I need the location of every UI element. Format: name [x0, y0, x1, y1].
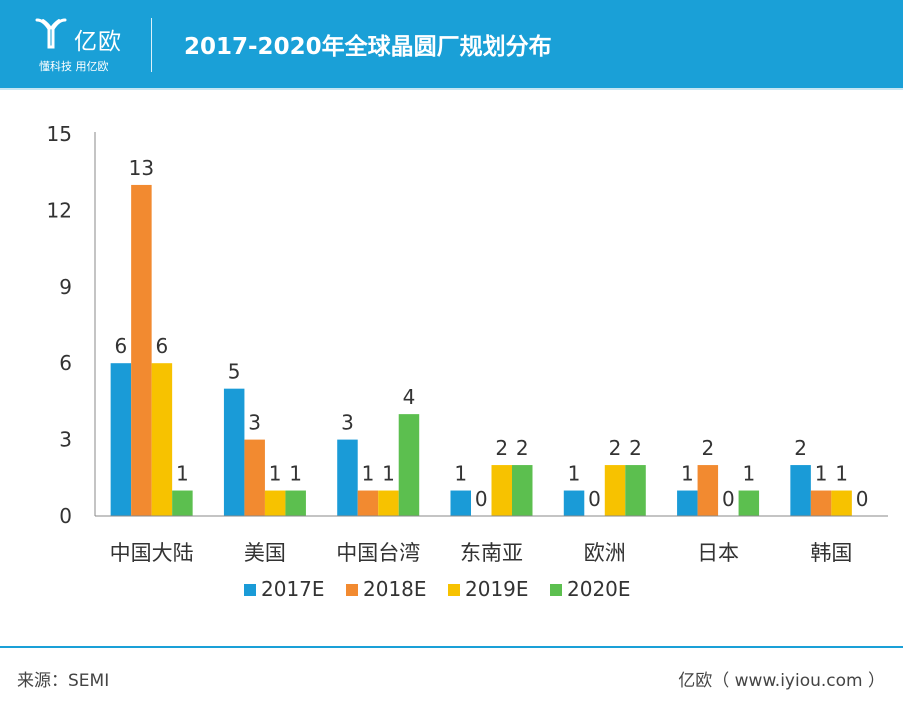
bar-2018e-0 [131, 184, 152, 516]
legend-label: 2020E [567, 577, 631, 601]
legend-label: 2017E [261, 577, 325, 601]
bar-2018e-6 [810, 490, 832, 516]
bar-2019e-6 [831, 490, 852, 516]
data-label: 2 [516, 436, 529, 460]
data-label: 3 [248, 411, 261, 435]
bar-2017e-5 [677, 490, 698, 516]
bar-2017e-3 [450, 490, 471, 516]
x-category-label: 中国台湾 [336, 541, 420, 565]
header-underline [0, 88, 903, 90]
footer-source: 来源：SEMI [17, 671, 110, 691]
bar-2020e-4 [625, 465, 646, 516]
bar-2019e-3 [491, 465, 512, 516]
header-band [0, 0, 903, 88]
y-tick-label: 12 [47, 198, 72, 222]
bar-chart: 0 3 6 9 12 15 6 13 6 1 5 3 1 1 3 1 1 4 1 0 2 2 1 0 2 2 1 2 0 1 2 1 1 0 中… [0, 95, 903, 615]
data-label: 2 [701, 436, 714, 460]
bar-2020e-2 [398, 414, 420, 516]
bar-2020e-0 [172, 490, 193, 516]
logo-name: 亿欧 [74, 29, 122, 55]
bar-2020e-1 [285, 490, 306, 516]
bar-2018e-1 [244, 439, 265, 516]
data-label: 13 [129, 156, 154, 180]
x-category-label: 韩国 [810, 541, 852, 565]
x-axis-category-labels: 中国大陆 美国 中国台湾 东南亚 欧洲 日本 韩国 [110, 541, 853, 565]
legend-swatch [244, 584, 256, 596]
data-label: 2 [794, 436, 807, 460]
data-label: 1 [362, 462, 375, 486]
logo-slogan: 懂科技 用亿欧 [39, 60, 109, 73]
bar-2017e-0 [110, 363, 132, 516]
bar-2017e-1 [223, 388, 245, 516]
x-category-label: 日本 [697, 541, 739, 565]
data-label: 1 [681, 462, 694, 486]
data-label: 2 [609, 436, 622, 460]
data-label: 6 [115, 334, 128, 358]
legend-swatch [550, 584, 562, 596]
legend-swatch [346, 584, 358, 596]
header-divider [151, 18, 152, 72]
y-tick-label: 9 [59, 275, 72, 299]
data-label: 6 [156, 334, 169, 358]
footer-line [0, 646, 903, 648]
x-category-label: 中国大陆 [110, 541, 194, 565]
data-label: 1 [176, 462, 189, 486]
data-label: 1 [269, 462, 282, 486]
x-category-label: 美国 [244, 541, 286, 565]
y-axis-ticks: 0 3 6 9 12 15 [47, 122, 72, 528]
legend-label: 2018E [363, 577, 427, 601]
footer-site: 亿欧（ www.iyiou.com ） [678, 671, 885, 691]
data-label: 4 [403, 385, 416, 409]
header: 亿欧 懂科技 用亿欧 2017-2020年全球晶圆厂规划分布 [0, 0, 903, 90]
bar-2019e-0 [151, 363, 173, 516]
y-tick-label: 15 [47, 122, 72, 146]
y-tick-label: 3 [59, 428, 72, 452]
data-label: 1 [742, 462, 755, 486]
data-label: 2 [629, 436, 642, 460]
data-label: 1 [454, 462, 467, 486]
data-label: 1 [835, 462, 848, 486]
legend-label: 2019E [465, 577, 529, 601]
x-category-label: 东南亚 [460, 541, 523, 565]
data-label: 5 [228, 360, 241, 384]
bar-2018e-5 [697, 465, 719, 516]
legend-swatch [448, 584, 460, 596]
bar-2018e-2 [357, 490, 379, 516]
data-label: 0 [722, 487, 735, 511]
data-label: 1 [815, 462, 828, 486]
bar-2017e-2 [337, 439, 358, 516]
chart-legend: 2017E 2018E 2019E 2020E [244, 577, 631, 601]
logo: 亿欧 懂科技 用亿欧 [26, 12, 136, 76]
page-title: 2017-2020年全球晶圆厂规划分布 [184, 34, 552, 60]
chart-bars [110, 184, 852, 516]
bar-2020e-3 [512, 465, 533, 516]
x-category-label: 欧洲 [584, 541, 626, 565]
data-label: 0 [588, 487, 601, 511]
data-label: 2 [495, 436, 508, 460]
data-label: 1 [568, 462, 581, 486]
data-label: 1 [382, 462, 395, 486]
data-label: 1 [289, 462, 302, 486]
y-tick-label: 0 [59, 504, 72, 528]
bar-2020e-5 [738, 490, 760, 516]
logo-y-icon [35, 18, 67, 49]
bar-2019e-2 [378, 490, 399, 516]
data-label: 0 [856, 487, 869, 511]
y-tick-label: 6 [59, 351, 72, 375]
bar-2017e-6 [790, 465, 811, 516]
data-label: 3 [341, 411, 354, 435]
bar-2017e-4 [563, 490, 585, 516]
bar-2019e-4 [604, 465, 626, 516]
bar-2019e-1 [264, 490, 286, 516]
data-label: 0 [475, 487, 488, 511]
